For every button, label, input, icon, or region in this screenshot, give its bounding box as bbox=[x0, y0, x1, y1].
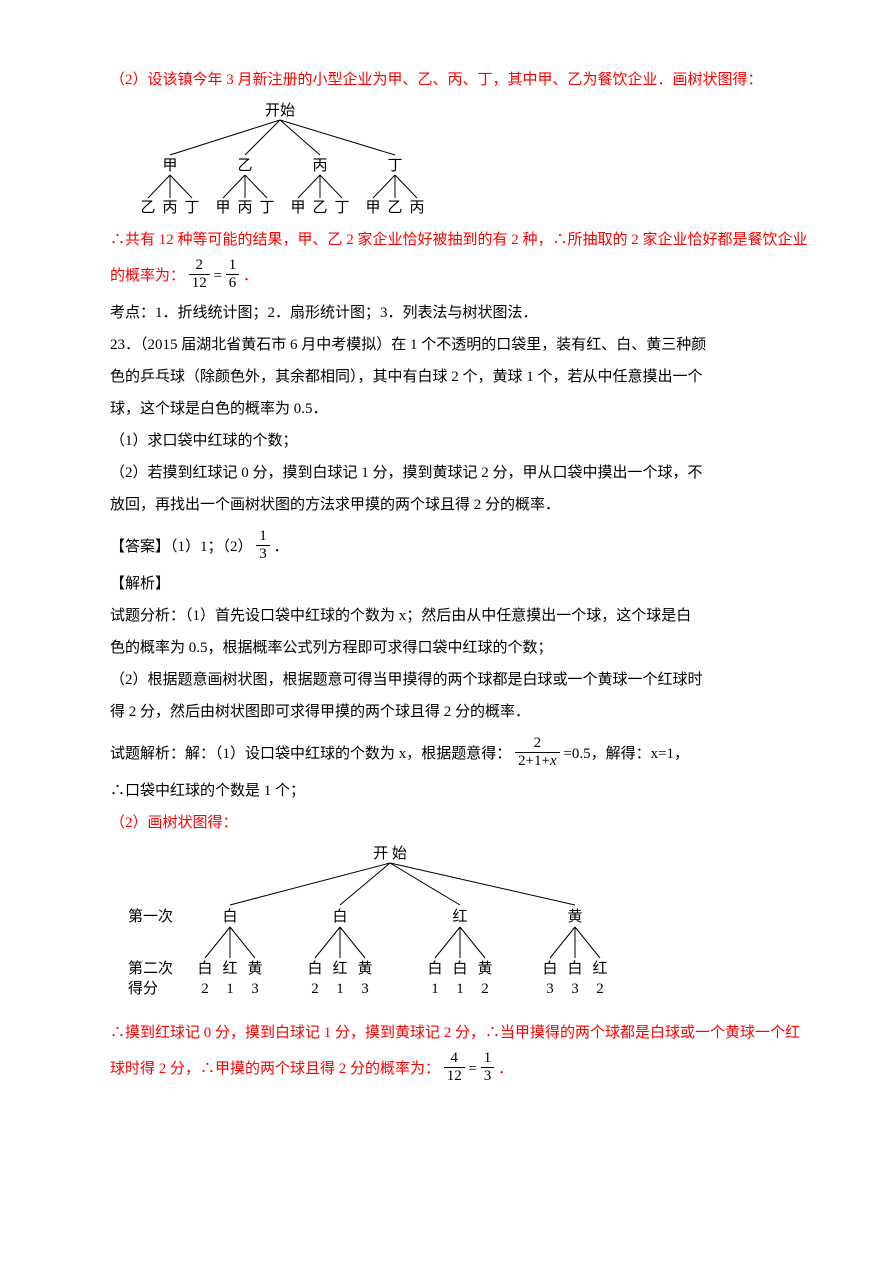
svg-text:2: 2 bbox=[311, 981, 319, 997]
svg-text:黄: 黄 bbox=[247, 960, 262, 977]
section2-conclusion-line2: 的概率为： 2 12 = 1 6 ． bbox=[110, 260, 812, 293]
document-page: （2）设该镇今年 3 月新注册的小型企业为甲、乙、丙、丁，其中甲、乙为餐饮企业．… bbox=[0, 0, 892, 1134]
fraction-1-6: 1 6 bbox=[226, 258, 240, 291]
svg-text:3: 3 bbox=[546, 981, 554, 997]
svg-text:得分: 得分 bbox=[128, 980, 158, 997]
svg-text:黄: 黄 bbox=[477, 960, 492, 977]
q23-conclusion-line2: 球时得 2 分，∴甲摸的两个球且得 2 分的概率为： 4 12 = 1 3 ． bbox=[110, 1053, 812, 1086]
svg-text:白: 白 bbox=[307, 960, 322, 977]
svg-text:1: 1 bbox=[226, 981, 234, 997]
fraction-2-12: 2 12 bbox=[189, 258, 210, 291]
q23-solve-line1: 试题解析：解：（1）设口袋中红球的个数为 x，根据题意得： 2 2+1+x =0… bbox=[110, 738, 812, 771]
svg-text:丁: 丁 bbox=[334, 200, 349, 216]
q23-answer: 【答案】（1）1；（2） 1 3 ． bbox=[110, 531, 812, 564]
q23-part2-line1: （2）若摸到红球记 0 分，摸到白球记 1 分，摸到黄球记 2 分，甲从口袋中摸… bbox=[110, 461, 812, 485]
svg-text:红: 红 bbox=[592, 960, 607, 977]
q23-tree-intro: （2）画树状图得： bbox=[110, 811, 812, 835]
q23-analysis-line4: 得 2 分，然后由树状图即可求得甲摸的两个球且得 2 分的概率． bbox=[110, 700, 812, 724]
section2-conclusion-line1: ∴共有 12 种等可能的结果，甲、乙 2 家企业恰好被抽到的有 2 种，∴所抽取… bbox=[110, 228, 812, 252]
svg-text:丙: 丙 bbox=[409, 200, 424, 216]
q23-part2-line2: 放回，再找出一个画树状图的方法求甲摸的两个球且得 2 分的概率． bbox=[110, 493, 812, 517]
svg-text:红: 红 bbox=[452, 908, 467, 925]
q23-conclusion-line1: ∴摸到红球记 0 分，摸到白球记 1 分，摸到黄球记 2 分，∴当甲摸得的两个球… bbox=[110, 1021, 812, 1045]
q23-analysis-line3: （2）根据题意画树状图，根据题意可得当甲摸得的两个球都是白球或一个黄球一个红球时 bbox=[110, 668, 812, 692]
q23-stem-line1: 23．（2015 届湖北省黄石市 6 月中考模拟）在 1 个不透明的口袋里，装有… bbox=[110, 333, 812, 357]
svg-text:甲: 甲 bbox=[290, 200, 305, 216]
svg-text:2: 2 bbox=[481, 981, 489, 997]
svg-text:甲: 甲 bbox=[365, 200, 380, 216]
tree2-root: 开 始 bbox=[373, 845, 407, 862]
svg-text:红: 红 bbox=[222, 960, 237, 977]
fraction-1-3: 1 3 bbox=[481, 1051, 495, 1084]
svg-text:丁: 丁 bbox=[259, 200, 274, 216]
svg-text:红: 红 bbox=[332, 960, 347, 977]
tree1-root: 开始 bbox=[265, 102, 295, 119]
q23-analysis-line1: 试题分析：（1）首先设口袋中红球的个数为 x；然后由从中任意摸出一个球，这个球是… bbox=[110, 604, 812, 628]
svg-text:1: 1 bbox=[456, 981, 464, 997]
q23-jiexi-label: 【解析】 bbox=[110, 572, 812, 596]
svg-text:丙: 丙 bbox=[312, 158, 327, 174]
tree-diagram-2: 开 始 第一次 第二次 得分 白 白 红 黄 白 红 黄 2 1 3 白 bbox=[120, 843, 640, 1013]
svg-text:白: 白 bbox=[197, 960, 212, 977]
svg-text:乙: 乙 bbox=[237, 158, 252, 174]
svg-text:3: 3 bbox=[361, 981, 369, 997]
svg-text:丁: 丁 bbox=[184, 200, 199, 216]
svg-text:甲: 甲 bbox=[215, 200, 230, 216]
tree-diagram-1: 开始 甲 乙 丙 丁 乙 丙 丁 甲 丙 丁 甲 乙 丁 bbox=[120, 100, 440, 220]
svg-text:白: 白 bbox=[332, 908, 347, 925]
svg-text:白: 白 bbox=[542, 960, 557, 977]
q23-analysis-line2: 色的概率为 0.5，根据概率公式列方程即可求得口袋中红球的个数； bbox=[110, 636, 812, 660]
svg-text:乙: 乙 bbox=[387, 200, 402, 216]
fraction-solve: 2 2+1+x bbox=[515, 736, 560, 769]
svg-text:乙: 乙 bbox=[140, 200, 155, 216]
svg-text:乙: 乙 bbox=[312, 200, 327, 216]
svg-text:3: 3 bbox=[571, 981, 579, 997]
svg-text:黄: 黄 bbox=[567, 908, 582, 925]
svg-text:3: 3 bbox=[251, 981, 259, 997]
svg-text:白: 白 bbox=[222, 908, 237, 925]
svg-text:黄: 黄 bbox=[357, 960, 372, 977]
svg-text:2: 2 bbox=[596, 981, 604, 997]
svg-text:第一次: 第一次 bbox=[128, 907, 173, 925]
svg-text:甲: 甲 bbox=[162, 158, 177, 174]
svg-text:白: 白 bbox=[567, 960, 582, 977]
svg-text:第二次: 第二次 bbox=[128, 959, 173, 977]
svg-text:丙: 丙 bbox=[162, 200, 177, 216]
svg-text:2: 2 bbox=[201, 981, 209, 997]
svg-text:丁: 丁 bbox=[387, 158, 402, 174]
svg-text:白: 白 bbox=[427, 960, 442, 977]
section2-intro: （2）设该镇今年 3 月新注册的小型企业为甲、乙、丙、丁，其中甲、乙为餐饮企业．… bbox=[110, 68, 812, 92]
svg-text:1: 1 bbox=[336, 981, 344, 997]
q23-part1: （1）求口袋中红球的个数； bbox=[110, 429, 812, 453]
svg-text:丙: 丙 bbox=[237, 200, 252, 216]
kaodian: 考点：1．折线统计图；2．扇形统计图；3．列表法与树状图法． bbox=[110, 301, 812, 325]
fraction-1-3-answer: 1 3 bbox=[256, 529, 270, 562]
fraction-4-12: 4 12 bbox=[444, 1051, 465, 1084]
q23-stem-line2: 色的乒乓球（除颜色外，其余都相同），其中有白球 2 个，黄球 1 个，若从中任意… bbox=[110, 365, 812, 389]
q23-stem-line3: 球，这个球是白色的概率为 0.5． bbox=[110, 397, 812, 421]
svg-text:1: 1 bbox=[431, 981, 439, 997]
svg-text:白: 白 bbox=[452, 960, 467, 977]
q23-solve-line2: ∴口袋中红球的个数是 1 个； bbox=[110, 779, 812, 803]
